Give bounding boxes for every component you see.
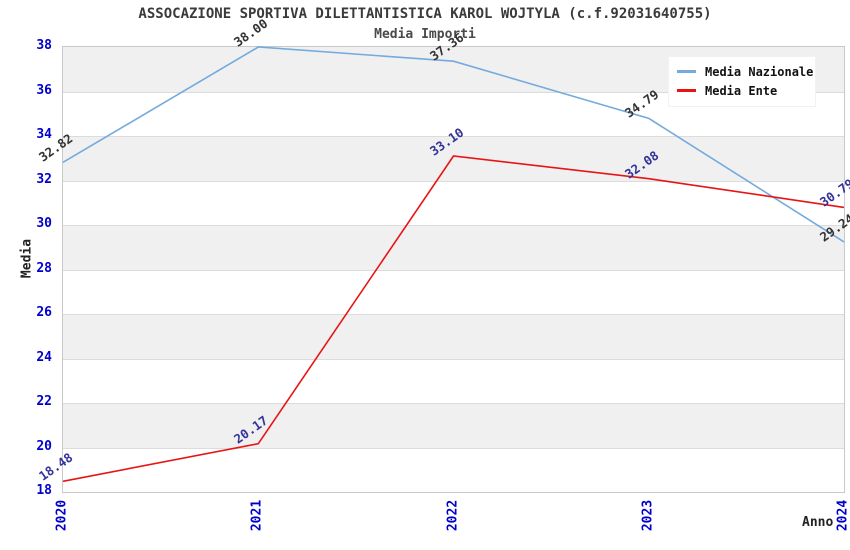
y-tick-label: 36: [36, 82, 52, 98]
x-axis-title: Anno: [802, 515, 834, 530]
y-tick-label: 18: [36, 483, 52, 498]
gridline: [63, 358, 844, 360]
plot-band: [63, 403, 844, 448]
plot-area: [62, 46, 845, 493]
gridline: [63, 447, 844, 449]
gridline: [63, 136, 844, 137]
y-tick-label: 24: [36, 349, 52, 365]
legend-item-media-nazionale: Media Nazionale: [677, 62, 813, 81]
legend-item-media-ente: Media Ente: [677, 81, 807, 100]
chart-title: ASSOCAZIONE SPORTIVA DILETTANTISTICA KAR…: [138, 6, 712, 22]
media-ente-line-swatch: [677, 89, 696, 92]
plot-band: [63, 225, 844, 270]
legend-label: Media Ente: [705, 83, 778, 98]
x-tick-label: 2020: [54, 499, 70, 532]
y-tick-label: 20: [36, 438, 52, 454]
gridline: [63, 91, 844, 93]
gridline: [63, 269, 844, 271]
y-tick-label: 38: [36, 38, 52, 53]
gridline: [63, 225, 844, 226]
gridline: [63, 180, 844, 182]
y-tick-label: 30: [36, 216, 52, 231]
legend: Media Nazionale Media Ente: [668, 56, 816, 107]
x-tick-label: 2023: [640, 499, 656, 532]
line-media-nazionale: [62, 46, 845, 243]
gridline: [63, 314, 844, 315]
media-nazionale-line-swatch: [677, 70, 696, 73]
chart-subtitle: Media Importi: [374, 27, 476, 42]
x-tick-label: 2021: [249, 499, 265, 532]
series-lines: [62, 46, 845, 483]
gridline: [63, 403, 844, 404]
y-tick-label: 34: [36, 127, 52, 142]
y-tick-label: 22: [36, 394, 52, 409]
line-media-ente: [62, 155, 845, 483]
plot-band: [63, 136, 844, 181]
y-tick-label: 28: [36, 260, 52, 276]
x-tick-label: 2024: [835, 499, 850, 532]
y-tick-label: 26: [36, 305, 52, 320]
y-tick-label: 32: [36, 171, 52, 187]
plot-band: [63, 314, 844, 359]
x-tick-label: 2022: [445, 499, 460, 532]
y-axis-title: Media: [19, 238, 35, 279]
legend-label: Media Nazionale: [705, 64, 814, 79]
